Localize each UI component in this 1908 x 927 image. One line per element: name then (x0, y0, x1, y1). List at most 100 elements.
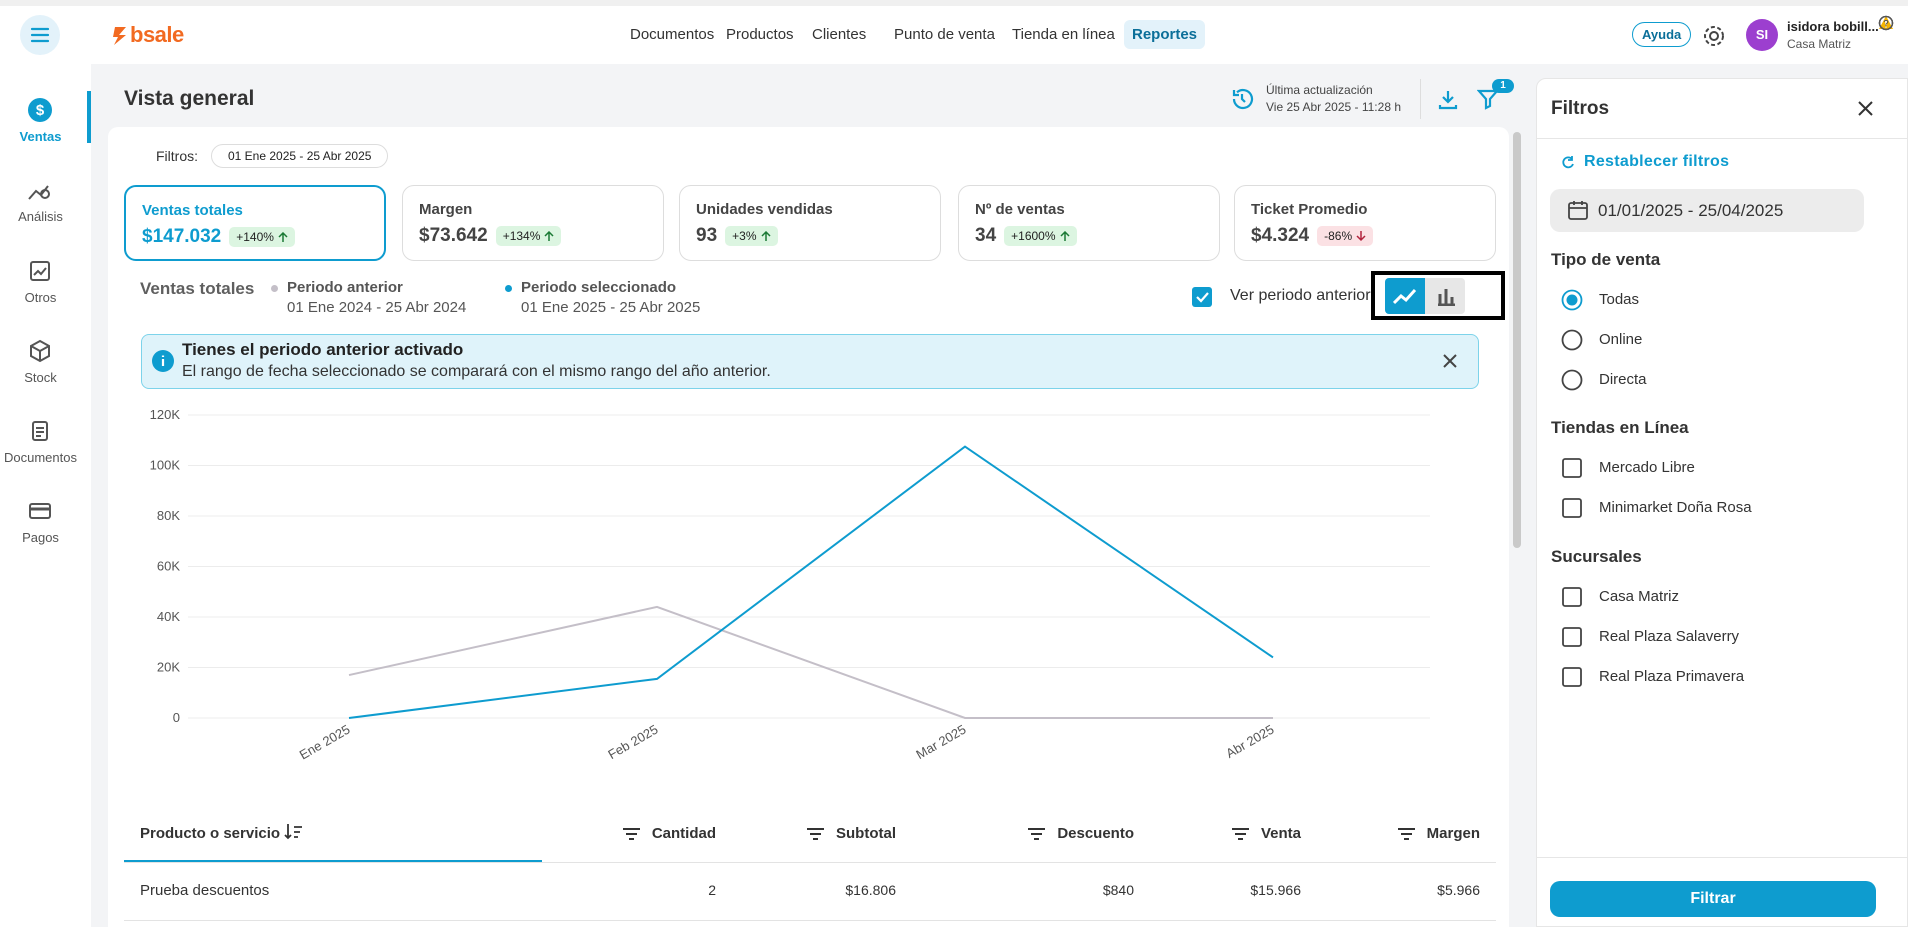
kpi-value: 93 (696, 225, 718, 246)
row-divider (124, 920, 1496, 921)
column-header[interactable]: Producto o servicio (140, 825, 281, 842)
x-tick-label: Feb 2025 (605, 722, 660, 762)
option-label[interactable]: Online (1599, 331, 1643, 348)
column-header-text: Margen (1426, 825, 1480, 842)
y-tick-label: 120K (150, 407, 181, 422)
kpi-card[interactable]: Ticket Promedio $4.324 -86% (1234, 185, 1496, 261)
sidebar-label[interactable]: Pagos (22, 530, 59, 545)
filters-label: Filtros: (156, 148, 198, 164)
option-label[interactable]: Real Plaza Primavera (1599, 668, 1745, 685)
column-header[interactable]: Subtotal (806, 825, 896, 842)
column-header[interactable]: Descuento (1027, 825, 1134, 842)
checkbox[interactable] (1562, 587, 1582, 607)
sidebar-label[interactable]: Ventas (19, 129, 62, 144)
checkbox[interactable] (1562, 667, 1582, 687)
legend-period: 01 Ene 2025 - 25 Abr 2025 (521, 299, 701, 316)
top-bar (0, 0, 1908, 64)
settings-icon[interactable] (1702, 24, 1726, 48)
kpi-change: +134% (495, 226, 562, 246)
nav-item[interactable]: Punto de venta (894, 26, 995, 43)
kpi-value: $147.032 (142, 226, 222, 247)
scrollbar[interactable] (1513, 132, 1521, 548)
legend-name: Periodo seleccionado (521, 279, 677, 296)
radio-button[interactable] (1561, 289, 1583, 311)
nav-item[interactable]: Documentos (630, 26, 715, 43)
sidebar-label[interactable]: Análisis (18, 209, 63, 224)
sidebar-icon[interactable] (27, 177, 53, 203)
filter-button[interactable]: Filtrar (1550, 881, 1876, 917)
banner-title: Tienes el periodo anterior activado (182, 340, 464, 359)
radio-button[interactable] (1561, 369, 1583, 391)
reset-filters[interactable]: Restablecer filtros (1584, 153, 1730, 170)
legend-dot (271, 285, 278, 292)
kpi-change: +1600% (1004, 226, 1077, 246)
option-label[interactable]: Todas (1599, 291, 1640, 308)
kpi-change-text: +134% (502, 229, 541, 243)
sidebar-icon[interactable] (27, 258, 53, 284)
checkbox[interactable] (1562, 627, 1582, 647)
y-tick-label: 0 (173, 710, 180, 725)
radio-button[interactable] (1561, 329, 1583, 351)
info-banner: Tienes el periodo anterior activado El ra… (141, 334, 1479, 389)
x-tick-label: Ene 2025 (297, 722, 353, 763)
filters-chip[interactable]: 01 Ene 2025 - 25 Abr 2025 (211, 144, 389, 168)
nav-item[interactable]: Tienda en línea (1012, 26, 1115, 43)
nav-item[interactable]: Reportes (1124, 20, 1206, 49)
sidebar-label[interactable]: Otros (24, 290, 57, 305)
kpi-card[interactable]: Margen $73.642 +134% (402, 185, 664, 261)
kpi-label: Margen (419, 201, 473, 218)
kpi-arrow (278, 231, 288, 242)
avatar[interactable]: SI (1746, 19, 1778, 51)
sidebar-label[interactable]: Documentos (4, 450, 77, 465)
update-label: Última actualización (1266, 83, 1373, 97)
sort-icon (622, 827, 640, 840)
x-tick-label: Mar 2025 (913, 722, 968, 762)
checkbox[interactable] (1562, 498, 1582, 518)
compare-checkbox[interactable] (1192, 287, 1212, 307)
option-label[interactable]: Real Plaza Salaverry (1599, 628, 1740, 645)
menu-button[interactable] (20, 15, 60, 55)
kpi-value: $4.324 (1251, 225, 1310, 246)
nav-item[interactable]: Clientes (812, 26, 867, 43)
sort-icon (1397, 827, 1415, 840)
checkbox[interactable] (1562, 458, 1582, 478)
banner-close[interactable] (1442, 353, 1458, 369)
kpi-arrow (544, 230, 554, 241)
user-name: isidora bobill... (1787, 19, 1879, 34)
svg-text:$: $ (36, 102, 45, 119)
panel-close[interactable] (1857, 100, 1874, 117)
option-label[interactable]: Mercado Libre (1599, 459, 1695, 476)
bar-toggle-icon (1438, 289, 1455, 306)
sidebar-active-bar (87, 91, 91, 143)
column-header[interactable]: Margen (1397, 825, 1480, 842)
option-label[interactable]: Directa (1599, 371, 1647, 388)
table-cell: $16.806 (845, 882, 896, 898)
sidebar-label[interactable]: Stock (24, 370, 57, 385)
date-field[interactable]: 01/01/2025 - 25/04/2025 (1550, 189, 1864, 232)
option-label[interactable]: Minimarket Doña Rosa (1599, 499, 1752, 516)
y-tick-label: 100K (150, 458, 181, 473)
table-cell: $840 (1102, 882, 1134, 898)
kpi-card[interactable]: Ventas totales $147.032 +140% (124, 185, 386, 261)
column-header[interactable]: Venta (1231, 825, 1301, 842)
download-button[interactable] (1437, 88, 1459, 110)
column-header[interactable]: Cantidad (622, 825, 716, 842)
sidebar-icon[interactable]: $ (27, 97, 53, 123)
nav-item[interactable]: Productos (726, 26, 794, 43)
table-cell: $15.966 (1250, 882, 1301, 898)
sort-icon (1231, 827, 1249, 840)
kpi-row: $73.642 +134% (419, 225, 562, 247)
kpi-card[interactable]: Unidades vendidas 93 +3% (679, 185, 941, 261)
table-divider (124, 862, 1496, 863)
help-button[interactable]: Ayuda (1632, 22, 1692, 47)
kpi-card[interactable]: Nº de ventas 34 +1600% (958, 185, 1220, 261)
sidebar-icon[interactable] (27, 498, 53, 524)
sidebar-icon[interactable] (27, 338, 53, 364)
table-cell: $5.966 (1437, 882, 1480, 898)
line-toggle[interactable] (1385, 278, 1425, 314)
option-label[interactable]: Casa Matriz (1599, 588, 1680, 605)
sidebar-icon[interactable] (27, 418, 53, 444)
kpi-change: +140% (229, 227, 295, 247)
y-tick-label: 40K (157, 609, 180, 624)
